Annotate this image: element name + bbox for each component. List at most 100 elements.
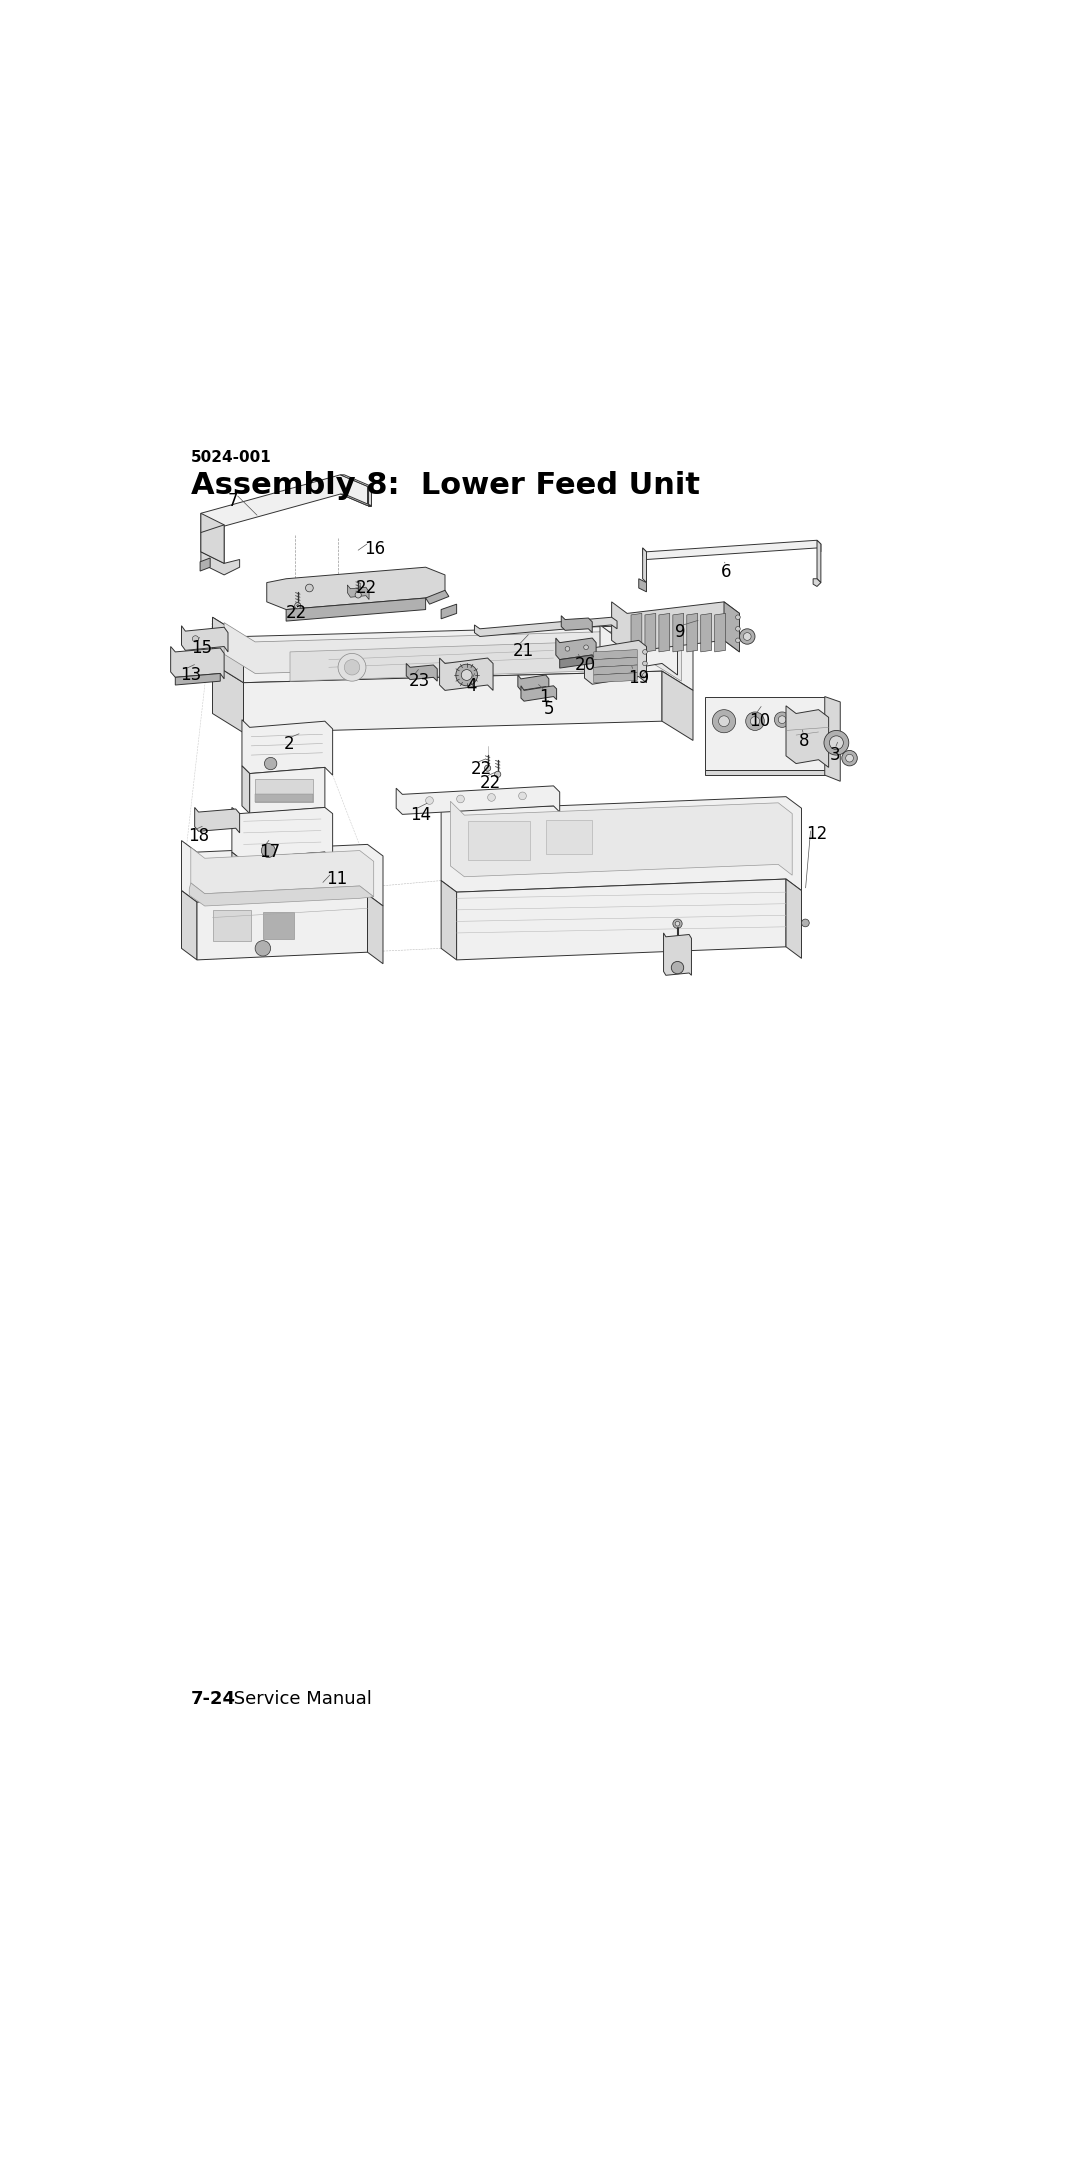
Circle shape [426,797,433,804]
Polygon shape [200,557,211,570]
Text: 16: 16 [364,540,384,557]
Polygon shape [242,767,249,814]
Text: 18: 18 [188,827,208,845]
Polygon shape [201,475,367,534]
Polygon shape [213,618,243,683]
Polygon shape [340,495,372,505]
Polygon shape [521,685,556,702]
Circle shape [675,922,679,927]
Polygon shape [594,657,637,667]
Polygon shape [213,618,693,691]
Polygon shape [611,603,740,652]
Polygon shape [201,551,240,575]
Polygon shape [701,613,712,652]
Text: 11: 11 [326,870,348,888]
Circle shape [261,845,275,858]
Polygon shape [594,650,637,659]
Polygon shape [191,847,374,896]
Polygon shape [232,851,240,875]
Polygon shape [816,540,821,583]
Polygon shape [600,624,677,674]
Bar [255,780,313,801]
Polygon shape [786,879,801,959]
Polygon shape [181,840,383,905]
Circle shape [518,793,526,799]
Polygon shape [643,549,647,583]
Circle shape [488,793,496,801]
Polygon shape [441,881,457,959]
Text: 1: 1 [540,689,550,706]
Polygon shape [367,894,383,963]
Polygon shape [643,540,821,559]
Text: 5024-001: 5024-001 [191,449,271,464]
Polygon shape [201,514,225,564]
Text: 7: 7 [228,492,239,510]
Polygon shape [367,486,372,505]
Polygon shape [450,801,793,877]
Circle shape [798,719,805,726]
Circle shape [751,717,759,726]
Polygon shape [232,808,333,860]
Polygon shape [171,646,225,678]
Text: 23: 23 [408,672,430,689]
Polygon shape [189,883,374,905]
Polygon shape [197,894,367,959]
Text: 22: 22 [286,605,308,622]
Circle shape [495,771,501,778]
Text: 9: 9 [675,622,686,642]
Circle shape [713,711,735,732]
Polygon shape [704,769,825,775]
Circle shape [735,616,740,620]
Polygon shape [715,613,726,652]
Circle shape [795,717,808,728]
Polygon shape [457,879,786,959]
Bar [469,821,530,860]
Text: 17: 17 [259,842,280,862]
Circle shape [811,730,815,734]
Circle shape [779,715,786,724]
Polygon shape [225,622,681,680]
Polygon shape [724,603,740,652]
Text: 22: 22 [356,579,377,596]
Polygon shape [242,719,333,775]
Circle shape [295,603,301,609]
Circle shape [457,795,464,804]
Polygon shape [426,590,449,605]
Polygon shape [340,475,372,486]
Polygon shape [562,616,592,633]
Polygon shape [813,579,821,588]
Circle shape [265,758,276,769]
Text: 10: 10 [750,713,771,730]
Text: 21: 21 [512,642,534,661]
Polygon shape [406,663,437,680]
Polygon shape [559,654,592,667]
Circle shape [643,650,647,654]
Circle shape [583,646,589,650]
Circle shape [718,715,729,726]
Text: Service Manual: Service Manual [228,1689,372,1709]
Polygon shape [687,613,698,652]
Polygon shape [201,525,225,564]
Text: 3: 3 [831,745,841,765]
Circle shape [192,635,199,642]
Bar [545,821,592,855]
Circle shape [808,728,819,739]
Polygon shape [181,626,228,652]
Circle shape [745,713,765,730]
Circle shape [306,583,313,592]
Polygon shape [594,672,637,683]
Bar [255,795,313,801]
Polygon shape [441,797,801,892]
Polygon shape [213,663,243,732]
Polygon shape [348,585,369,600]
Polygon shape [638,579,647,592]
Circle shape [345,659,360,676]
Polygon shape [673,613,684,652]
Polygon shape [663,933,691,976]
Polygon shape [474,618,617,637]
Bar [704,696,825,769]
Polygon shape [584,639,647,685]
Text: 20: 20 [576,657,596,674]
Text: 8: 8 [799,732,810,750]
Polygon shape [194,808,240,834]
